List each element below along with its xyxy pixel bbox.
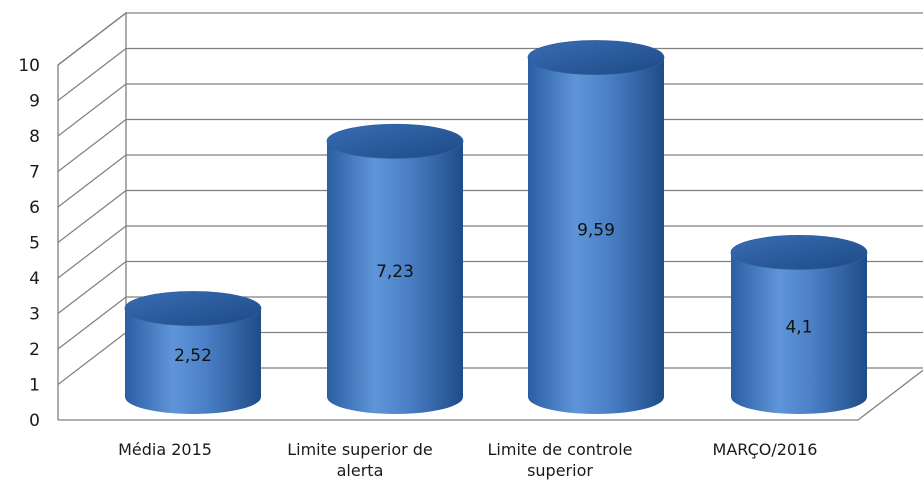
category-label: Limite de controle superior [488,440,633,480]
y-tick-label: 4 [29,269,40,289]
bar-body [327,141,463,414]
bar: 7,23 [326,123,464,414]
bar-top [527,40,665,75]
floor [58,367,923,421]
bar: 9,59 [527,40,665,414]
y-tick-label: 10 [18,56,40,76]
bar-top [124,291,262,326]
category-labels: Média 2015 Limite superior de alertaLimite… [118,440,817,480]
data-label: 4,1 [785,318,812,338]
gridline [57,154,923,208]
category-label: Limite superior de alerta [287,440,433,480]
gridline [57,189,923,243]
bar: 2,52 [124,291,262,414]
gridline [57,12,923,66]
y-tick-label: 0 [29,411,40,431]
category-label-line: MARÇO/2016 [713,440,818,459]
category-label-line: Média 2015 [118,440,212,459]
gridline [57,83,923,137]
y-tick-label: 8 [29,127,40,147]
category-label-line: Limite de controle [488,440,633,459]
bar: 4,1 [730,235,868,414]
y-tick-label: 5 [29,234,40,254]
data-label: 2,52 [174,346,212,366]
y-tick-label: 2 [29,340,40,360]
category-label-line: alerta [337,461,384,480]
y-tick-label: 9 [29,92,40,112]
bar-body [731,252,867,414]
category-label-line: Limite superior de [287,440,433,459]
bar-body [528,57,664,414]
y-tick-label: 6 [29,198,40,218]
bars: 2,52 7,23 9,59 4,1 [124,40,868,414]
category-label: MARÇO/2016 [713,440,818,459]
gridline [57,47,923,101]
category-label-line: superior [527,461,593,480]
y-tick-label: 3 [29,305,40,325]
bar-top [326,123,464,159]
y-axis-tick-labels: 0 1 2 3 4 5 6 7 8 9 10 [18,56,40,431]
gridline [57,118,923,172]
data-label: 9,59 [577,220,615,240]
bar-body [125,308,261,414]
y-tick-label: 1 [29,376,40,396]
data-label: 7,23 [376,262,414,282]
bar-top [730,235,868,270]
category-label: Média 2015 [118,440,212,459]
y-tick-label: 7 [29,163,40,183]
